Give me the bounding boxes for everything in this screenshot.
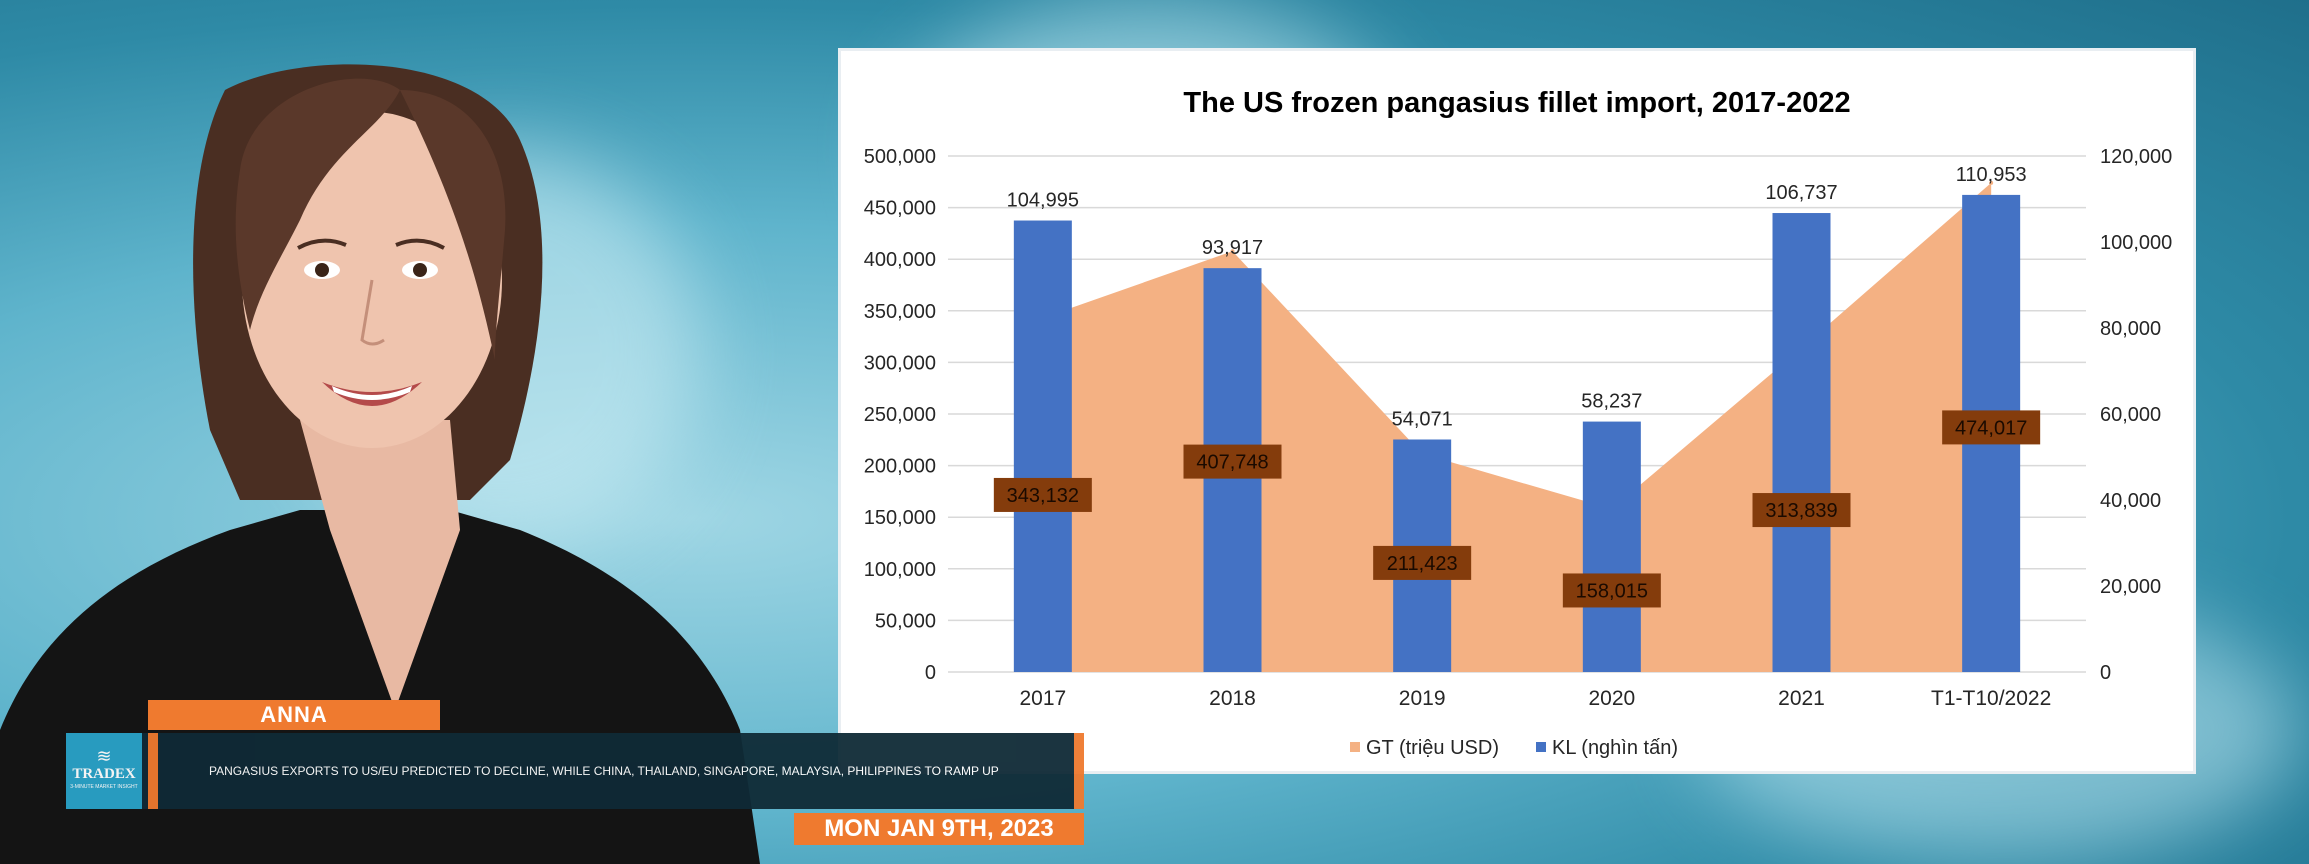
area-data-label: 313,839 <box>1765 500 1837 522</box>
left-axis-tick-label: 100,000 <box>864 559 936 581</box>
category-label: 2019 <box>1399 687 1446 710</box>
area-data-label-box <box>1183 444 1282 479</box>
left-axis-tick-label: 0 <box>925 662 936 684</box>
chart-card: The US frozen pangasius fillet import, 2… <box>838 48 2196 774</box>
axes: 0 50,000 100,000 150,000 200,000 250,000 300,0… <box>864 146 2173 710</box>
area-series <box>1040 180 1994 672</box>
right-axis-tick-label: 80,000 <box>2100 318 2161 340</box>
area-gt-series <box>1042 182 1992 672</box>
bar <box>1772 213 1831 673</box>
chart-title: The US frozen pangasius fillet import, 2… <box>1183 87 1850 119</box>
area-point <box>1230 249 1235 254</box>
right-axis-tick-label: 20,000 <box>2100 576 2161 598</box>
legend: GT (triệu USD) KL (nghìn tấn) <box>1350 737 1678 759</box>
left-axis-tick-label: 400,000 <box>864 249 936 271</box>
category-label: 2020 <box>1588 687 1635 710</box>
left-axis-tick-label: 250,000 <box>864 404 936 426</box>
left-axis-tick-label: 50,000 <box>875 610 936 632</box>
legend-label-gt: GT (triệu USD) <box>1366 737 1499 759</box>
left-axis-tick-label: 200,000 <box>864 456 936 478</box>
date-tag: MON JAN 9TH, 2023 <box>794 813 1084 845</box>
area-point <box>1989 180 1994 185</box>
area-data-label: 343,132 <box>1007 485 1079 507</box>
category-label: 2017 <box>1019 687 1066 710</box>
category-label: 2021 <box>1778 687 1825 710</box>
legend-label-kl: KL (nghìn tấn) <box>1552 737 1678 759</box>
bar-data-label: 54,071 <box>1392 408 1453 430</box>
bar <box>1582 421 1641 672</box>
category-label: T1-T10/2022 <box>1931 687 2051 710</box>
logo-brand: TRADEX <box>72 766 136 782</box>
left-axis-tick-label: 500,000 <box>864 146 936 168</box>
bar-data-label: 104,995 <box>1007 190 1079 212</box>
right-axis-tick-label: 100,000 <box>2100 232 2172 254</box>
ticker-accent-stripe <box>148 733 158 809</box>
area-data-label-box <box>993 477 1092 512</box>
category-label: 2018 <box>1209 687 1256 710</box>
right-axis-tick-label: 120,000 <box>2100 146 2172 168</box>
chart-svg: The US frozen pangasius fillet import, 2… <box>864 87 2173 759</box>
left-axis-tick-label: 150,000 <box>864 507 936 529</box>
legend-swatch-kl <box>1536 742 1546 752</box>
legend-swatch-gt <box>1350 742 1360 752</box>
left-axis-tick-label: 450,000 <box>864 198 936 220</box>
bar <box>1013 220 1072 673</box>
ticker-headline: PANGASIUS EXPORTS TO US/EU PREDICTED TO … <box>209 764 999 778</box>
right-axis-tick-label: 40,000 <box>2100 490 2161 512</box>
area-data-label: 474,017 <box>1955 417 2027 439</box>
bar-data-label: 106,737 <box>1765 182 1837 204</box>
area-data-label: 407,748 <box>1196 452 1268 474</box>
bar-data-label: 58,237 <box>1581 391 1642 413</box>
area-data-label-box <box>1373 545 1472 580</box>
news-ticker: ≋ TRADEX 3-MINUTE MARKET INSIGHT PANGASI… <box>66 733 1084 809</box>
left-axis-tick-label: 350,000 <box>864 301 936 323</box>
area-data-label-box <box>1562 573 1661 608</box>
area-data-label: 211,423 <box>1387 553 1458 575</box>
wave-icon: ≋ <box>96 746 112 766</box>
area-data-label: 158,015 <box>1576 580 1648 602</box>
bar-data-label: 93,917 <box>1202 237 1263 259</box>
area-data-label-box <box>1942 410 2041 445</box>
presenter-name-tag: ANNA <box>148 700 440 730</box>
logo-tagline: 3-MINUTE MARKET INSIGHT <box>70 784 138 790</box>
right-axis-tick-label: 0 <box>2100 662 2111 684</box>
tradex-logo: ≋ TRADEX 3-MINUTE MARKET INSIGHT <box>66 733 142 809</box>
bar-data-label: 110,953 <box>1956 164 2027 186</box>
left-axis-tick-label: 300,000 <box>864 352 936 374</box>
data-labels: 104,995 93,917 54,071 58,237 106,737 110,953 3… <box>993 164 2041 608</box>
ticker-accent-stripe-right <box>1074 733 1084 809</box>
area-data-label-box <box>1752 493 1851 528</box>
right-axis-tick-label: 60,000 <box>2100 404 2161 426</box>
